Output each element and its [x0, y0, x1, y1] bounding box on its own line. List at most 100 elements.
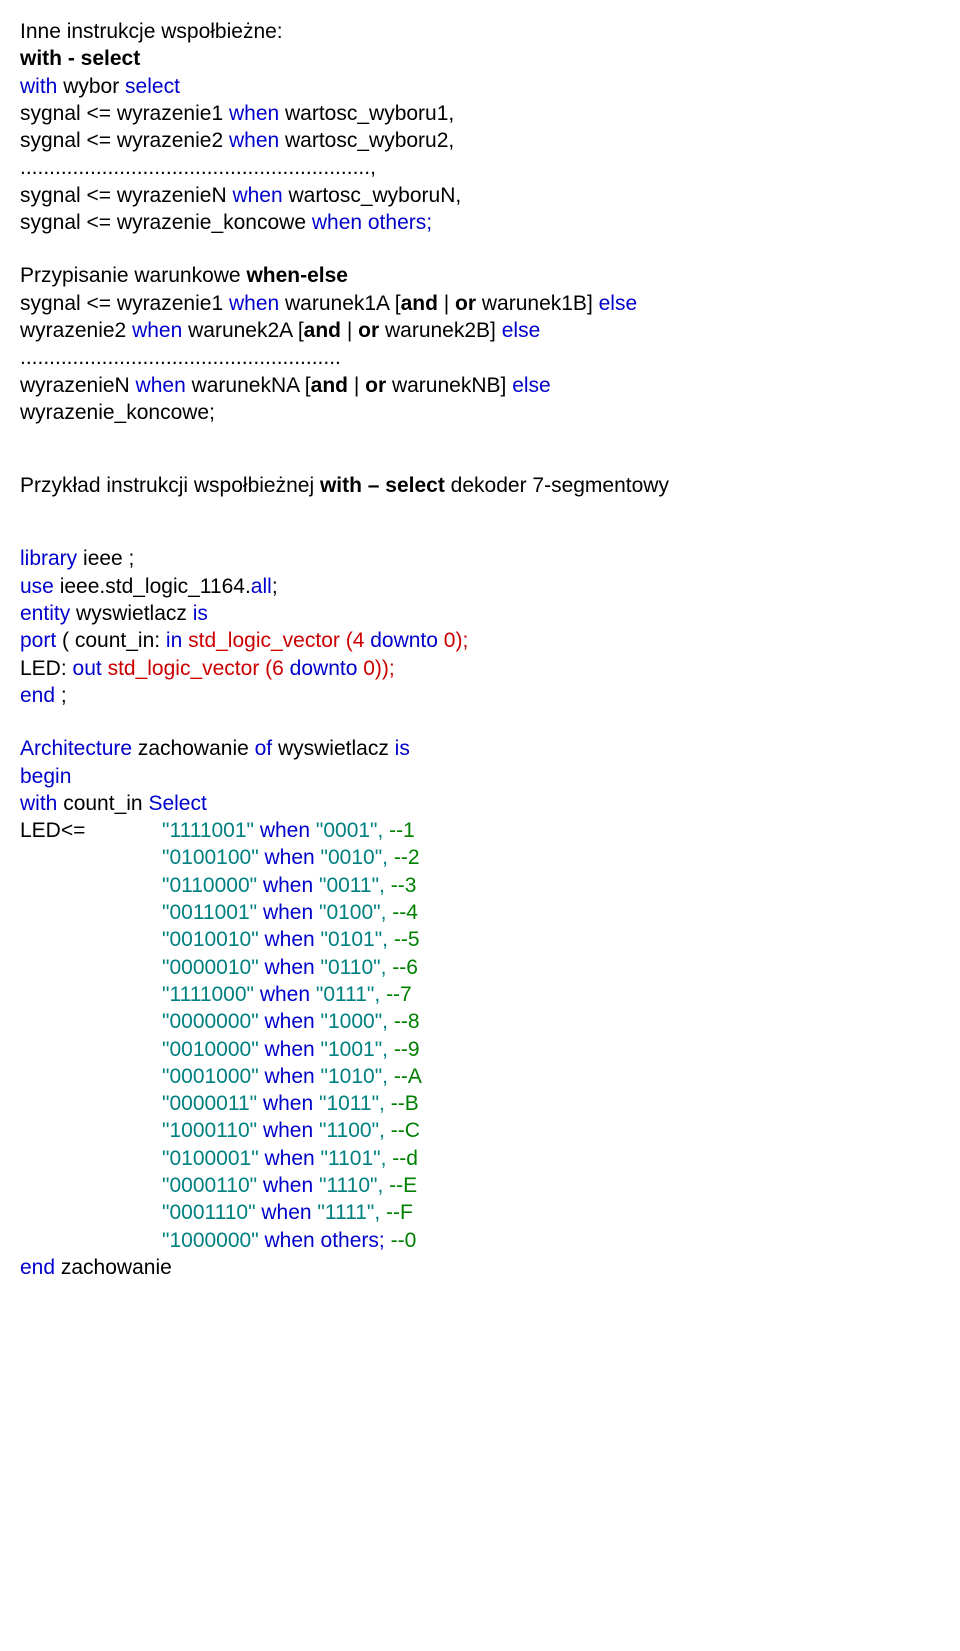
table-row: "0010000" when "1001", --9 — [20, 1036, 940, 1063]
table-row: "0010010" when "0101", --5 — [20, 926, 940, 953]
keyword: is — [193, 602, 208, 625]
literal: "1110", — [319, 1174, 389, 1197]
keyword: when — [257, 1174, 319, 1197]
text: wyswietlacz — [70, 602, 193, 625]
keyword: else — [502, 319, 541, 342]
keyword: Select — [148, 792, 206, 815]
literal: "0000010" — [162, 956, 259, 979]
text: wyrazenie2 — [20, 319, 132, 342]
text: sygnal <= wyrazenie_koncowe — [20, 211, 312, 234]
type: std_logic_vector (4 — [182, 629, 370, 652]
keyword: when — [257, 874, 319, 897]
literal: "0001", — [316, 819, 389, 842]
comment: --5 — [394, 928, 420, 951]
para-when-else: Przypisanie warunkowe when-else sygnal <… — [20, 262, 940, 426]
comment: --d — [392, 1147, 418, 1170]
table-row: "1000110" when "1100", --C — [20, 1117, 940, 1144]
literal: "0110", — [321, 956, 393, 979]
keyword: with — [20, 792, 57, 815]
keyword: library — [20, 547, 77, 570]
literal: "0111", — [316, 983, 386, 1006]
literal: "0100", — [319, 901, 392, 924]
comment: --2 — [394, 846, 420, 869]
literal: "1011", — [319, 1092, 391, 1115]
keyword-bold: and — [401, 292, 438, 315]
keyword: when — [259, 1229, 321, 1252]
type: 0)); — [357, 657, 394, 680]
keyword: when — [229, 129, 279, 152]
comment: --9 — [394, 1038, 420, 1061]
keyword: when — [232, 184, 282, 207]
comment: --3 — [391, 874, 417, 897]
keyword: when — [259, 1147, 321, 1170]
keyword: when — [257, 1092, 319, 1115]
comment: --B — [391, 1092, 419, 1115]
comment: --0 — [391, 1229, 417, 1252]
text: warunekNA [ — [186, 374, 311, 397]
literal: "1101", — [321, 1147, 393, 1170]
keyword: when — [257, 901, 319, 924]
text: sygnal <= wyrazenie1 — [20, 102, 229, 125]
keyword: when — [229, 102, 279, 125]
text: ieee.std_logic_1164. — [54, 575, 251, 598]
keyword: when — [259, 956, 321, 979]
keyword-bold: and — [304, 319, 341, 342]
keyword: is — [395, 737, 410, 760]
keyword: in — [166, 629, 182, 652]
literal: "0101", — [321, 928, 394, 951]
text: count_in — [57, 792, 148, 815]
literal: "0000000" — [162, 1010, 259, 1033]
comment: --1 — [389, 819, 415, 842]
keyword: when — [256, 1201, 318, 1224]
text: wyrazenie_koncowe; — [20, 401, 215, 424]
text: wartosc_wyboru2, — [279, 129, 454, 152]
comment: --C — [391, 1119, 420, 1142]
comment: --8 — [394, 1010, 420, 1033]
keyword: port — [20, 629, 56, 652]
text: warunekNB] — [386, 374, 512, 397]
text: LED: — [20, 657, 73, 680]
literal: "0001110" — [162, 1201, 256, 1224]
comment: --E — [389, 1174, 417, 1197]
literal: "1111000" — [162, 983, 254, 1006]
text: | — [348, 374, 365, 397]
text: ; — [55, 684, 67, 707]
keyword: when — [254, 983, 316, 1006]
type: 0); — [438, 629, 468, 652]
keyword: when — [259, 846, 321, 869]
text: wybor — [57, 75, 125, 98]
table-rows: "0100100" when "0010", --2"0110000" when… — [20, 844, 940, 1226]
keyword: end — [20, 684, 55, 707]
keyword: begin — [20, 765, 71, 788]
text: LED<= — [20, 817, 162, 844]
literal: "1000000" — [162, 1229, 259, 1252]
literal: "0000110" — [162, 1174, 257, 1197]
keyword: entity — [20, 602, 70, 625]
text: others; — [362, 211, 432, 234]
text: sygnal <= wyrazenie2 — [20, 129, 229, 152]
table-row: "1111000" when "0111", --7 — [20, 981, 940, 1008]
keyword: when — [229, 292, 279, 315]
literal: "0011001" — [162, 901, 257, 924]
keyword-bold: or — [358, 319, 379, 342]
keyword: when — [312, 211, 362, 234]
text: Przypisanie warunkowe — [20, 264, 246, 287]
text: | — [341, 319, 358, 342]
keyword: all — [251, 575, 272, 598]
keyword: when — [259, 1010, 321, 1033]
literal: "1000110" — [162, 1119, 257, 1142]
literal: "1100", — [319, 1119, 391, 1142]
literal: "1111", — [317, 1201, 386, 1224]
literal: "0100100" — [162, 846, 259, 869]
keyword: when — [257, 1119, 319, 1142]
literal: "0000011" — [162, 1092, 257, 1115]
comment: --A — [394, 1065, 422, 1088]
table-row: "0011001" when "0100", --4 — [20, 899, 940, 926]
table-row: "0001000" when "1010", --A — [20, 1063, 940, 1090]
text: wartosc_wyboruN, — [283, 184, 462, 207]
comment: --F — [386, 1201, 413, 1224]
literal: "1000", — [321, 1010, 394, 1033]
text: warunek1B] — [476, 292, 599, 315]
keyword: others; — [321, 1229, 391, 1252]
literal: "1111001" — [162, 819, 254, 842]
